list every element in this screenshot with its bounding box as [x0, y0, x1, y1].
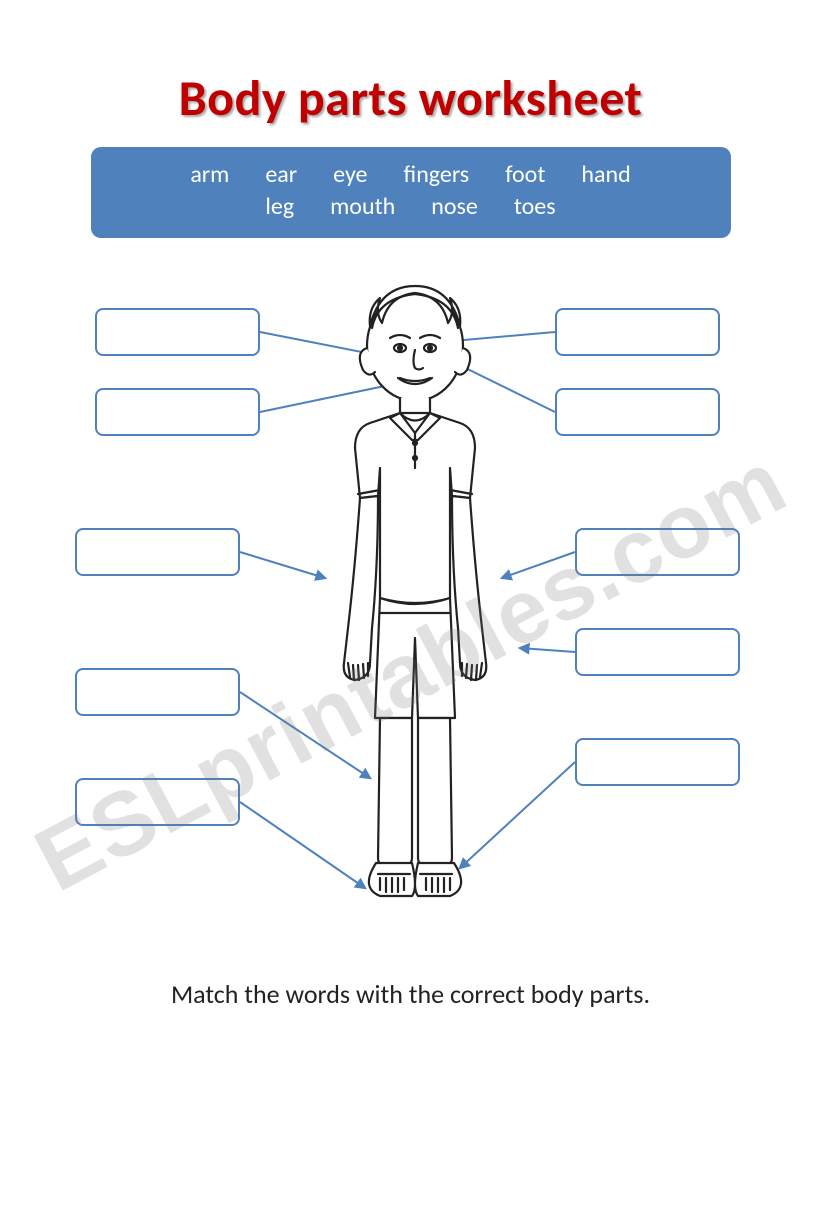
word-bank: arm ear eye fingers foot hand leg mouth nose toe… [91, 147, 731, 238]
wordbank-word: ear [265, 159, 297, 191]
wordbank-word: leg [265, 191, 294, 223]
wordbank-word: eye [333, 159, 367, 191]
wordbank-word: nose [431, 191, 478, 223]
answer-box[interactable] [555, 388, 720, 436]
wordbank-word: foot [505, 159, 545, 191]
page-title: Body parts worksheet [0, 68, 821, 129]
boy-figure [300, 268, 530, 908]
wordbank-word: hand [581, 159, 630, 191]
answer-box[interactable] [75, 778, 240, 826]
instruction-text: Match the words with the correct body pa… [0, 978, 821, 1010]
word-bank-row-2: leg mouth nose toes [111, 191, 711, 223]
answer-box[interactable] [575, 528, 740, 576]
answer-box[interactable] [575, 628, 740, 676]
answer-box[interactable] [95, 388, 260, 436]
answer-box[interactable] [95, 308, 260, 356]
word-bank-row-1: arm ear eye fingers foot hand [111, 159, 711, 191]
answer-box[interactable] [75, 528, 240, 576]
worksheet-page: Body parts worksheet arm ear eye fingers foo… [0, 68, 821, 1229]
answer-box[interactable] [575, 738, 740, 786]
wordbank-word: fingers [403, 159, 469, 191]
wordbank-word: toes [514, 191, 556, 223]
answer-box[interactable] [555, 308, 720, 356]
answer-box[interactable] [75, 668, 240, 716]
wordbank-word: mouth [330, 191, 395, 223]
diagram-area [0, 248, 821, 948]
wordbank-word: arm [190, 159, 229, 191]
